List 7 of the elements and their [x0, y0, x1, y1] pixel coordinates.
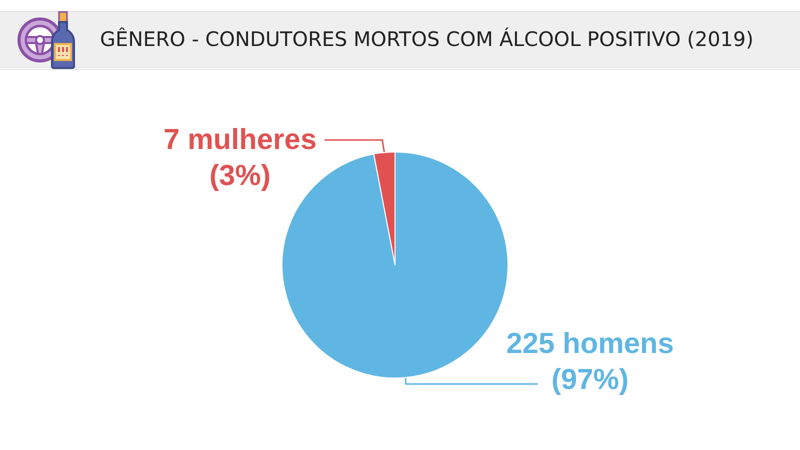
slice-label: mulheres: [188, 124, 317, 156]
data-label: 7: [163, 124, 180, 156]
data-label: 225: [506, 328, 555, 360]
text: (3%): [209, 160, 271, 192]
text: (97%): [551, 364, 629, 396]
slice-label: homens: [562, 328, 674, 360]
chart-title: GÊNERO - CONDUTORES MORTOS COM ÁLCOOL POSITIVO (2019): [100, 26, 754, 53]
